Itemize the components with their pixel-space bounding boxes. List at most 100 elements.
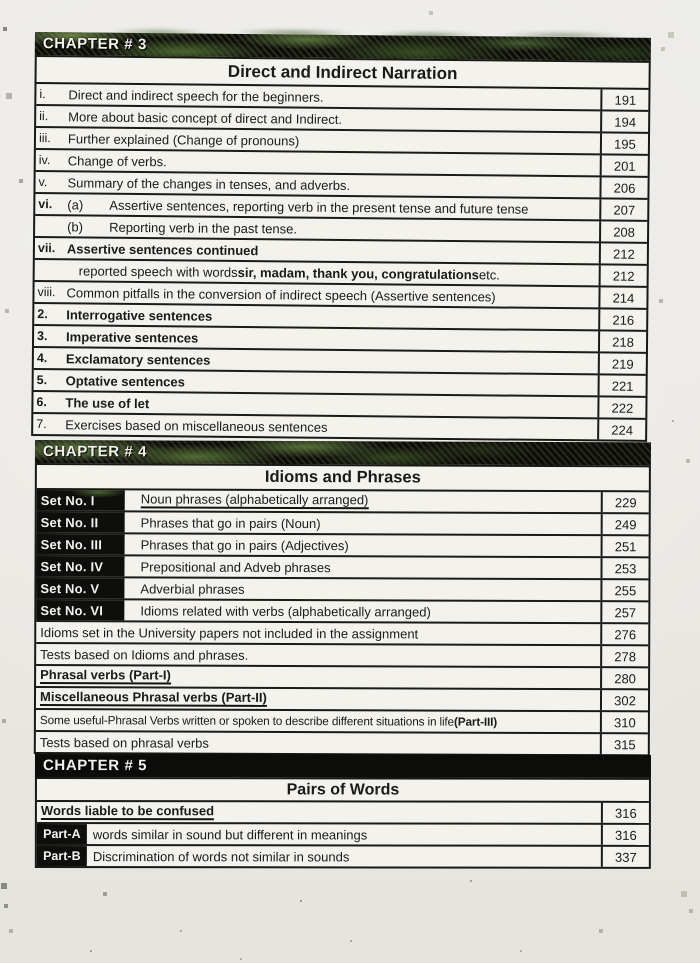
page-number: 208 xyxy=(599,221,648,242)
row-number: v. xyxy=(38,175,48,190)
row-text: Idioms set in the University papers not … xyxy=(40,624,419,641)
row-text: Exercises based on miscellaneous sentenc… xyxy=(65,416,328,435)
page-number: 316 xyxy=(600,802,649,823)
page-number: 302 xyxy=(599,690,649,711)
row-number: iv. xyxy=(38,153,51,168)
row-subnumber: (a) xyxy=(67,196,84,212)
row-number: 4. xyxy=(36,351,48,366)
page-number: 207 xyxy=(599,199,648,220)
row-number: vi. xyxy=(38,197,53,212)
chapter-3-section: CHAPTER # 3 Direct and Indirect Narratio… xyxy=(31,26,651,442)
row-number: ii. xyxy=(39,109,49,124)
set-label: Set No. II xyxy=(36,512,125,533)
page-number: 253 xyxy=(600,558,649,579)
set-label: Set No. IV xyxy=(36,556,125,577)
page-number: 216 xyxy=(598,309,647,330)
row-subnumber: (b) xyxy=(67,218,84,234)
page-number: 251 xyxy=(600,536,649,557)
page-number: 191 xyxy=(600,89,649,110)
row-text: Reporting verb in the past tense. xyxy=(109,219,298,237)
row-text: Direct and indirect speech for the begin… xyxy=(68,86,324,105)
toc-row: Phrasal verbs (Part-I) 280 xyxy=(36,666,649,691)
row-text: Assertive sentences, reporting verb in t… xyxy=(109,197,529,217)
page-number: 276 xyxy=(600,624,649,645)
row-text: Discrimination of words not similar in s… xyxy=(92,848,350,864)
row-text: The use of let xyxy=(65,394,150,411)
chapter-5-label: CHAPTER # 5 xyxy=(42,757,148,775)
page-number: 224 xyxy=(597,419,646,440)
chapter-5-bar: CHAPTER # 5 xyxy=(34,754,651,778)
page-number: 310 xyxy=(599,712,648,733)
page-number: 201 xyxy=(599,155,648,176)
set-label: Set No. V xyxy=(36,578,125,599)
toc-row: Set No. IV Prepositional and Adveb phras… xyxy=(36,556,649,581)
row-text: Optative sentences xyxy=(65,372,185,389)
part-label: Part-A xyxy=(36,824,87,845)
row-text: Exclamatory sentences xyxy=(65,350,211,368)
toc-row: Tests based on Idioms and phrases. 278 xyxy=(36,644,649,669)
row-text: Miscellaneous Phrasal verbs (Part-II) xyxy=(39,689,267,707)
page-number: 257 xyxy=(600,602,649,623)
chapter-3-table: Direct and Indirect Narration i. Direct … xyxy=(31,54,651,442)
page-number: 229 xyxy=(600,492,649,513)
row-text: Phrases that go in pairs (Noun) xyxy=(140,514,321,531)
row-text: Words liable to be confused xyxy=(40,803,215,821)
toc-row: Set No. II Phrases that go in pairs (Nou… xyxy=(36,512,649,537)
page-number: 221 xyxy=(597,375,646,396)
row-number: viii. xyxy=(37,285,56,300)
page-number: 194 xyxy=(600,111,649,132)
row-text: Phrasal verbs (Part-I) xyxy=(40,667,171,685)
row-number: vii. xyxy=(37,241,56,256)
page-number: 195 xyxy=(599,133,649,154)
page-number: 206 xyxy=(599,177,648,198)
row-text: Further explained (Change of pronouns) xyxy=(67,130,300,149)
row-number: 3. xyxy=(37,329,48,344)
row-number: 5. xyxy=(36,373,48,388)
chapter-4-table: Idioms and Phrases Set No. I Noun phrase… xyxy=(33,462,651,757)
row-text: Some useful-Phrasal Verbs written or spo… xyxy=(39,713,498,729)
chapter-4-label: CHAPTER # 4 xyxy=(42,443,148,461)
row-text: Noun phrases (alphabetically arranged) xyxy=(140,491,369,510)
toc-row: Set No. V Adverbial phrases 255 xyxy=(36,578,649,603)
row-text: Imperative sentences xyxy=(66,328,199,346)
toc-row: Tests based on phrasal verbs 315 xyxy=(36,732,648,755)
page-number: 280 xyxy=(600,668,649,689)
row-text: Interrogative sentences xyxy=(66,306,213,324)
row-text: Phrases that go in pairs (Adjectives) xyxy=(140,536,349,553)
page-number: 219 xyxy=(597,353,646,374)
row-text: Assertive sentences continued xyxy=(66,240,259,258)
set-label: Set No. I xyxy=(36,490,125,511)
row-number: i. xyxy=(39,87,46,102)
row-text: Summary of the changes in tenses, and ad… xyxy=(67,174,351,193)
page-number: 255 xyxy=(600,580,649,601)
page-number: 337 xyxy=(600,846,649,867)
part-label: Part-B xyxy=(36,846,87,867)
page-number: 278 xyxy=(600,646,649,667)
chapter-4-title: Idioms and Phrases xyxy=(36,465,649,493)
row-text: Prepositional and Adveb phrases xyxy=(140,558,331,575)
page-number: 316 xyxy=(600,824,649,845)
row-text: More about basic concept of direct and I… xyxy=(68,108,343,127)
row-text: words similar in sound but different in … xyxy=(92,826,368,842)
page-number: 214 xyxy=(598,287,647,308)
page-number: 212 xyxy=(598,265,647,286)
page-number: 218 xyxy=(597,331,647,352)
set-label: Set No. VI xyxy=(36,600,125,621)
toc-row: Words liable to be confused 316 xyxy=(36,802,649,825)
chapter-3-label: CHAPTER # 3 xyxy=(42,35,148,54)
paper-noise-specks xyxy=(0,0,2,2)
chapter-4-bar: CHAPTER # 4 xyxy=(34,440,651,466)
page-number: 222 xyxy=(597,397,646,418)
toc-row: Part-B Discrimination of words not simil… xyxy=(36,846,649,867)
row-number: 6. xyxy=(36,395,47,410)
row-text: reported speech with words sir, madam, t… xyxy=(78,262,501,282)
toc-row: Set No. III Phrases that go in pairs (Ad… xyxy=(36,534,649,559)
page-number: 315 xyxy=(599,734,648,755)
toc-row: Miscellaneous Phrasal verbs (Part-II) 30… xyxy=(35,688,649,713)
row-text: Adverbial phrases xyxy=(140,580,245,597)
page-number: 249 xyxy=(600,514,649,535)
row-number: 7. xyxy=(36,417,47,432)
set-label: Set No. III xyxy=(36,534,125,555)
row-text: Change of verbs. xyxy=(67,152,167,169)
row-number: iii. xyxy=(38,131,51,146)
